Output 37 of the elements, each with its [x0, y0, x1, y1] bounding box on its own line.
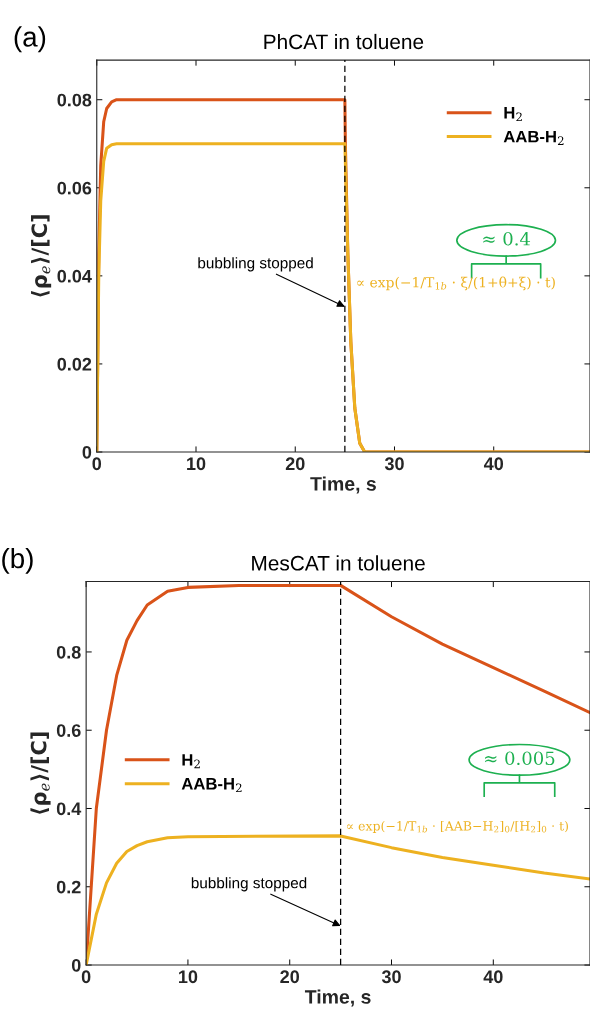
- x-tick-label: 10: [179, 970, 198, 984]
- y-tick-label: 0.06: [57, 181, 92, 195]
- annotation: ∝ exp(−1/T$_{1b}$ · ξ/(1+θ+ξ) · t): [357, 276, 555, 291]
- text: (a): [14, 26, 46, 53]
- x-tick-label: 10: [187, 457, 206, 471]
- legend-label: AAB-H$_{2}$: [503, 130, 564, 145]
- x-tick-label: 40: [483, 457, 504, 471]
- y-tick-label: 0.08: [57, 93, 92, 107]
- y-tick-label: 0.4: [56, 802, 82, 816]
- chart-title: MesCAT in toluene: [252, 555, 425, 571]
- y-axis-title: ⟨ρ$_{e}$⟩/[C]: [31, 215, 52, 297]
- y-tick-label: 0: [71, 958, 81, 972]
- text: ∝ exp(−1/T$_{1b}$ · [AAB−H$_{2}$]$_{0}$/[H$_{2}$]$_{0}$ · t): [346, 820, 568, 833]
- y-tick-label: 0.2: [56, 880, 81, 894]
- y-tick-label: 0: [82, 445, 92, 459]
- legend-label: H$_{2}$: [182, 754, 200, 769]
- y-axis-title: ⟨ρ$_{e}$⟩/[C]: [30, 732, 51, 814]
- annotation: ≈ 0.005: [485, 751, 555, 766]
- x-axis-title: Time, s: [310, 476, 376, 494]
- x-tick-label: 30: [384, 457, 404, 471]
- text: (b): [2, 547, 33, 574]
- y-tick-label: 0.02: [57, 357, 92, 371]
- annotation: ≈ 0.4: [483, 231, 531, 246]
- y-tick-label: 0.04: [57, 269, 92, 283]
- x-tick-label: 20: [285, 457, 305, 471]
- legend-label: H$_{2}$: [504, 107, 522, 122]
- x-axis-title: Time, s: [304, 989, 371, 1007]
- legend-label: AAB-H$_{2}$: [181, 778, 242, 793]
- x-tick-label: 0: [92, 457, 102, 471]
- annotation: bubbling stopped: [198, 257, 313, 272]
- chart-title: PhCAT in toluene: [264, 33, 424, 50]
- annotation: bubbling stopped: [191, 877, 307, 892]
- x-tick-label: 20: [280, 970, 300, 984]
- y-tick-label: 0.6: [56, 724, 81, 737]
- x-tick-label: 40: [483, 970, 503, 984]
- x-tick-label: 30: [381, 970, 401, 984]
- y-tick-label: 0.8: [56, 645, 81, 659]
